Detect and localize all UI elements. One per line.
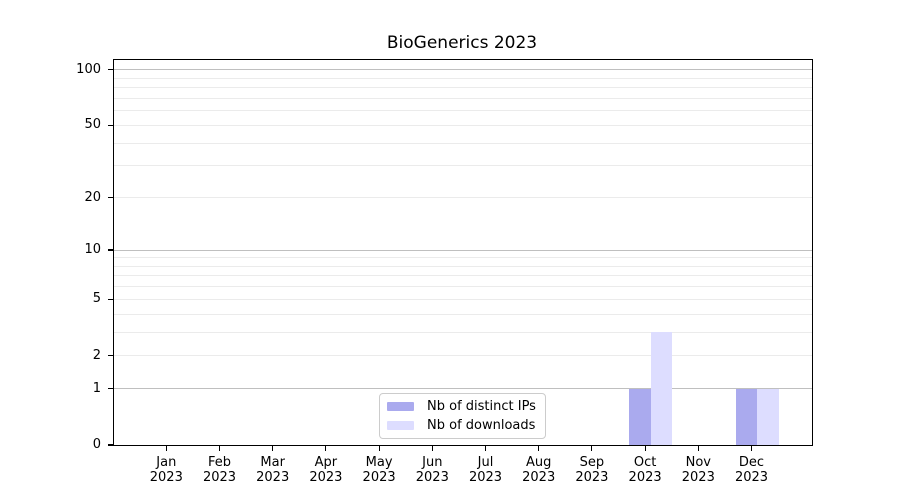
x-tick-mark: [697, 445, 699, 451]
major-gridline: [114, 69, 812, 71]
minor-gridline: [114, 355, 812, 357]
chart-title: BioGenerics 2023: [386, 33, 538, 53]
x-axis-tick-label: May 2023: [362, 455, 396, 485]
minor-gridline: [114, 77, 812, 79]
x-axis-tick-label: Apr 2023: [309, 455, 343, 485]
minor-gridline: [114, 97, 812, 99]
major-gridline: [114, 388, 812, 390]
y-tick-mark: [108, 444, 114, 446]
x-axis-tick-label: Jan 2023: [149, 455, 183, 485]
minor-gridline: [114, 197, 812, 198]
y-axis-tick-label: 2: [92, 347, 101, 363]
bar-distinct-ips: [629, 388, 651, 445]
legend-item-downloads: Nb of downloads: [387, 418, 536, 433]
y-axis-tick-label: 20: [84, 189, 101, 205]
x-tick-mark: [591, 445, 593, 451]
minor-gridline: [114, 286, 812, 288]
minor-gridline: [114, 298, 812, 300]
minor-gridline: [114, 257, 812, 259]
x-tick-mark: [165, 445, 167, 451]
y-axis-tick-label: 10: [84, 242, 101, 258]
legend-label-distinct-ips: Nb of distinct IPs: [427, 399, 536, 414]
x-axis-tick-label: Feb 2023: [202, 455, 237, 485]
minor-gridline: [114, 165, 812, 167]
minor-gridline: [114, 331, 812, 333]
minor-gridline: [114, 275, 812, 277]
plot-area: Nb of distinct IPs Nb of downloads 0 1 2 5 1…: [76, 59, 813, 485]
bar-downloads: [757, 388, 779, 445]
y-axis-tick-label: 1: [92, 380, 101, 396]
x-tick-mark: [484, 445, 487, 451]
y-tick-mark: [108, 249, 114, 251]
x-axis-tick-label: Jul 2023: [468, 455, 503, 485]
x-tick-mark: [431, 445, 433, 451]
y-tick-mark: [108, 388, 114, 390]
minor-gridline: [114, 265, 812, 267]
x-tick-mark: [272, 445, 274, 451]
bar-downloads: [650, 332, 673, 445]
x-axis-tick-label: Jun 2023: [415, 455, 449, 485]
minor-gridline: [114, 313, 812, 315]
x-tick-mark: [325, 445, 327, 451]
minor-gridline: [114, 142, 812, 144]
x-tick-mark: [644, 445, 646, 451]
y-axis-tick-label: 50: [84, 117, 101, 133]
x-axis-tick-label: Dec 2023: [734, 455, 769, 485]
x-axis-tick-label: Sep 2023: [575, 455, 609, 485]
y-axis-tick-label: 100: [76, 61, 101, 77]
x-tick-mark: [378, 445, 380, 451]
y-axis-tick-label: 0: [92, 437, 101, 452]
bar-distinct-ips: [735, 388, 758, 445]
legend: Nb of distinct IPs Nb of downloads: [379, 393, 546, 439]
y-tick-mark: [108, 298, 114, 300]
y-tick-mark: [108, 355, 114, 357]
x-axis-tick-label: Aug 2023: [522, 455, 556, 485]
x-tick-mark: [750, 445, 753, 451]
legend-swatch-distinct-ips: [387, 402, 414, 411]
minor-gridline: [114, 87, 812, 89]
legend-swatch-downloads: [387, 421, 414, 430]
y-tick-mark: [108, 124, 114, 126]
y-tick-mark: [108, 69, 114, 71]
legend-item-distinct-ips: Nb of distinct IPs: [387, 399, 536, 414]
legend-label-downloads: Nb of downloads: [427, 418, 536, 433]
y-axis-tick-label: 5: [92, 291, 101, 307]
x-tick-mark: [538, 445, 540, 451]
y-tick-mark: [108, 196, 114, 199]
x-axis-tick-label: Oct 2023: [628, 455, 662, 485]
major-gridline: [114, 249, 812, 251]
x-axis-tick-label: Nov 2023: [681, 455, 715, 485]
x-axis-tick-label: Mar 2023: [256, 455, 290, 485]
minor-gridline: [114, 110, 812, 112]
x-tick-mark: [218, 445, 221, 451]
minor-gridline: [114, 124, 812, 126]
